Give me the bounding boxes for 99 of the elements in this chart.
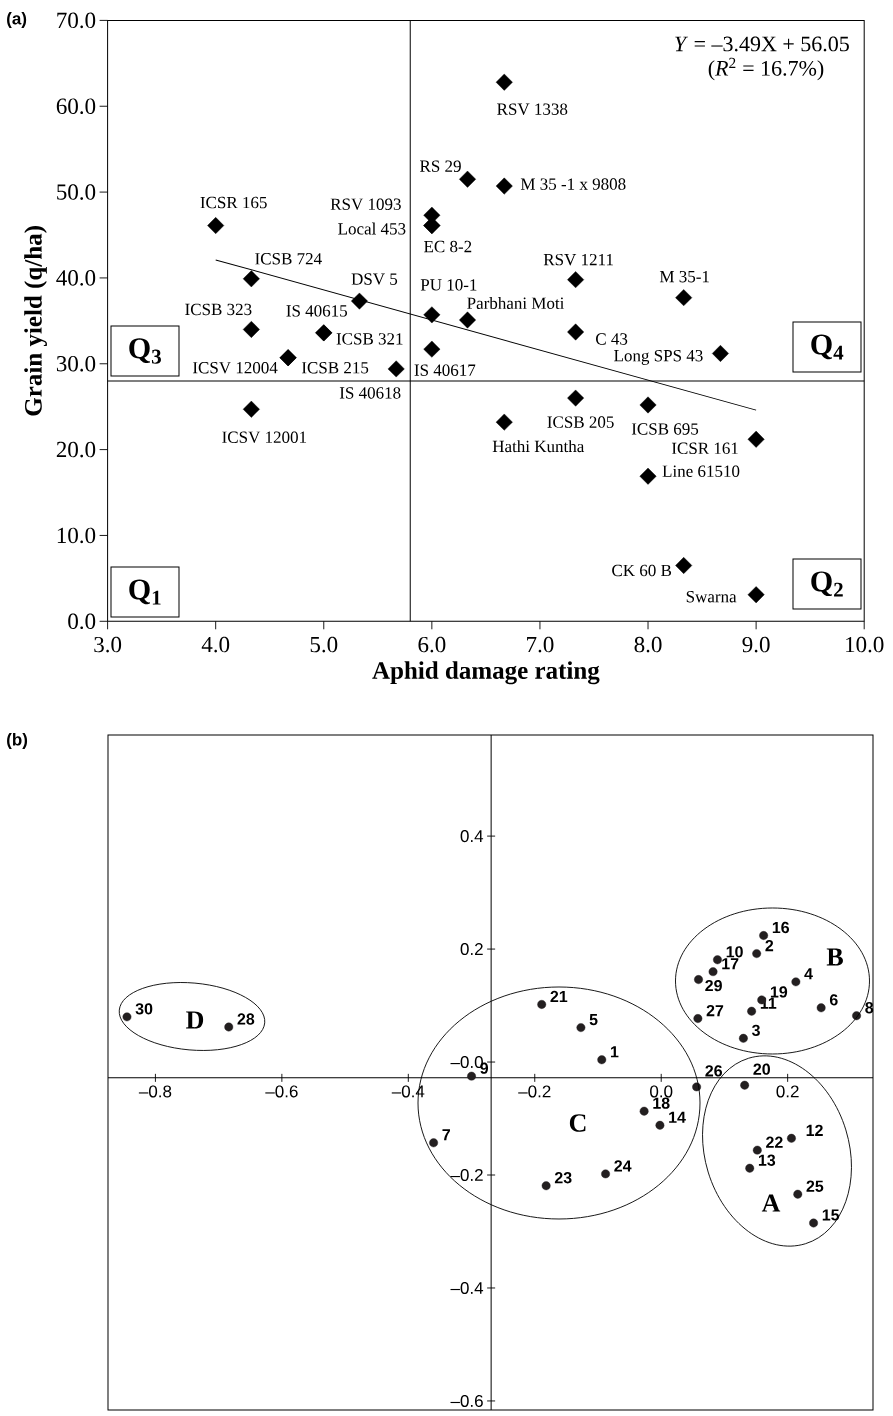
annotation: 2 [765,940,774,952]
annotation: PU 10-1 [420,279,477,291]
annotation: Q$_{3}$ [129,338,161,364]
annotation: ICSB 205 [547,416,614,428]
y-tick-label: 40.0 [56,270,96,286]
annotation: (R$^{2}$ = 16.7%) [708,57,824,81]
x-tick-label: 8.0 [634,636,662,653]
annotation: 15 [822,1209,840,1221]
annotation: IS 40615 [286,305,348,317]
text: (b) [7,733,28,749]
x-tick-label: 3.0 [94,636,122,653]
annotation: 13 [758,1154,776,1166]
y-tick-label: 0.0 [68,613,96,630]
annotation: CK 60 B [612,564,672,577]
y-tick-label: –0.2 [450,1168,483,1182]
annotation: 23 [554,1172,572,1184]
x-tick-label: –0.6 [265,1085,298,1098]
annotation: Swarna [686,590,737,603]
annotation: 12 [806,1124,823,1136]
annotation: 7 [442,1129,450,1141]
annotation: RSV 1338 [497,103,568,115]
annotation: ICSB 215 [301,362,369,374]
annotation: 3 [751,1024,760,1036]
annotation: 4 [804,968,813,980]
annotation: 24 [614,1160,632,1172]
y-tick-label: 30.0 [56,355,96,372]
annotation: DSV 5 [351,273,398,285]
annotation: M 35-1 [659,270,709,283]
y-tick-label: 0.2 [460,943,483,956]
annotation: 27 [706,1004,724,1017]
x-tick-label: 7.0 [527,636,554,653]
y-tick-label: –0.4 [450,1281,484,1295]
annotation: ICSR 161 [671,442,738,455]
annotation: D [186,1011,204,1029]
y-tick-label: –0.6 [450,1394,483,1407]
annotation: 19 [770,986,788,998]
text: (a) [7,12,27,28]
annotation: Parbhani Moti [467,297,565,309]
y-tick-label: 20.0 [56,441,96,458]
x-tick-label: 0.0 [650,1085,673,1098]
annotation: ICSR 165 [200,196,267,209]
annotation: 25 [806,1180,824,1192]
annotation: 10 [726,946,743,958]
annotation: C 43 [596,333,628,345]
annotation: 30 [135,1003,153,1015]
x-tick-label: –0.4 [391,1085,425,1098]
annotation: 20 [753,1063,770,1075]
annotation: ICSB 695 [631,423,699,435]
y-tick-label: 50.0 [57,184,96,200]
annotation: 28 [237,1013,255,1025]
annotation: A [761,1194,781,1212]
annotation: Q$_{1}$ [129,579,161,605]
annotation: 21 [550,990,568,1003]
annotation: Long SPS 43 [614,350,703,365]
y-tick-label: 10.0 [57,527,96,544]
annotation: 18 [653,1097,670,1109]
annotation: 22 [766,1136,783,1148]
y-tick-label: 0.4 [460,830,484,843]
x-tick-label: –0.2 [518,1085,551,1098]
annotation: Q$_{4}$ [811,334,844,360]
annotation: M 35 -1 x 9808 [520,178,626,190]
annotation: Q$_{2}$ [811,571,843,597]
annotation: Y = –3.49X + 56.05 [675,36,849,52]
annotation: 5 [589,1014,598,1026]
annotation: RSV 1211 [543,253,613,266]
x-tick-label: 0.2 [776,1085,799,1098]
annotation: C [569,1114,586,1132]
annotation: 26 [705,1065,723,1077]
annotation: Hathi Kuntha [492,440,585,453]
annotation: 16 [772,921,790,934]
annotation: ICSV 12004 [192,361,278,374]
y-axis-title: Grain yield (q/ha) [24,226,47,416]
x-tick-label: 10.0 [846,636,884,653]
x-tick-label: 6.0 [418,636,446,653]
annotation: IS 40617 [414,364,476,376]
annotation: RS 29 [419,160,461,172]
y-tick-label: 60.0 [56,98,96,115]
annotation: ICSB 323 [185,303,252,316]
annotation: B [826,948,843,966]
annotation: ICSB 321 [336,333,403,345]
annotation: EC 8-2 [424,240,472,253]
annotation: 6 [829,994,838,1006]
x-tick-label: 9.0 [742,636,770,653]
annotation: 29 [705,979,722,992]
annotation: ICSV 12001 [222,431,307,444]
annotation: 8 [865,1002,874,1014]
annotation: 14 [669,1111,686,1123]
y-tick-label: 70.0 [57,12,96,29]
annotation: 17 [722,958,739,970]
annotation: 1 [610,1046,619,1058]
annotation: Line 61510 [662,465,740,477]
annotation: IS 40618 [339,387,401,399]
x-tick-label: –0.8 [138,1085,172,1098]
annotation: ICSB 724 [255,253,322,265]
annotation: Local 453 [338,222,406,235]
x-axis-title: Aphid damage rating [372,661,600,685]
x-tick-label: 4.0 [201,636,230,653]
annotation: RSV 1093 [330,198,401,211]
x-tick-label: 5.0 [310,636,338,653]
